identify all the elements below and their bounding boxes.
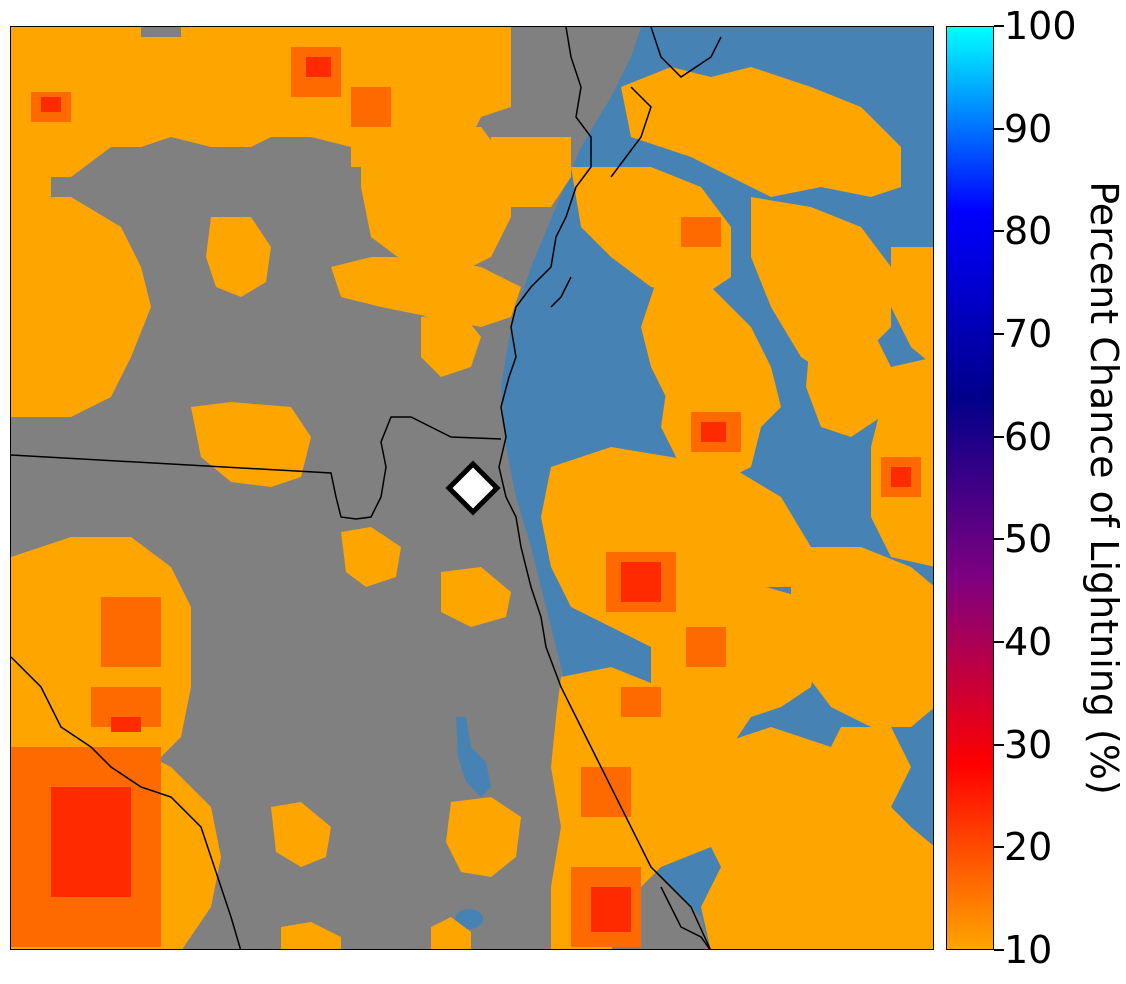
colorbar-tick (994, 230, 1004, 233)
probability-high-spots (41, 57, 911, 932)
colorbar-tick-label: 60 (1004, 414, 1053, 459)
coastline (11, 27, 722, 949)
colorbar (946, 26, 994, 950)
colorbar-tick-label: 70 (1004, 312, 1053, 356)
colorbar-tick-label: 50 (1004, 517, 1053, 562)
probability-low-blobs (11, 27, 933, 949)
lightning-probability-map (10, 26, 934, 950)
colorbar-tick (994, 25, 1004, 27)
colorbar-tick (994, 949, 1004, 951)
state-boundary (11, 416, 502, 520)
colorbar-tick-label: 10 (1004, 928, 1053, 972)
site-diamond-icon (445, 460, 501, 516)
colorbar-tick-label: 30 (1004, 722, 1053, 767)
colorbar-tick (994, 127, 1004, 130)
colorbar-tick (994, 743, 1004, 746)
colorbar-tick (994, 641, 1004, 643)
colorbar-tick-label: 20 (1004, 825, 1053, 870)
colorbar-tick-label: 80 (1004, 209, 1053, 254)
lake-south (455, 909, 483, 929)
map-canvas (11, 27, 933, 949)
colorbar-label: Percent Chance of Lightning (%) (1082, 181, 1126, 795)
colorbar-tick-label: 90 (1004, 106, 1053, 151)
colorbar-tick (994, 846, 1004, 849)
colorbar-tick (994, 538, 1004, 541)
colorbar-tick-label: 100 (1004, 4, 1077, 48)
colorbar-tick (994, 333, 1004, 335)
colorbar-tick (994, 435, 1004, 438)
colorbar-tick-label: 40 (1004, 620, 1053, 664)
lake-inland (456, 717, 491, 797)
